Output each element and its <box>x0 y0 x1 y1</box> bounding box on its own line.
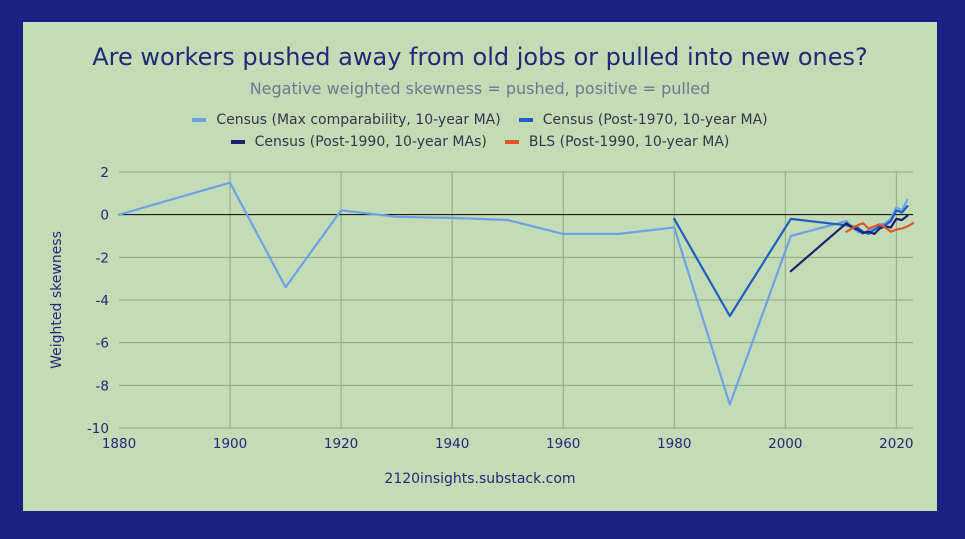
series-line-bls <box>845 222 915 233</box>
series-line-census-max <box>117 181 909 406</box>
legend-label-census-post1990: Census (Post-1990, 10-year MAs) <box>254 134 487 150</box>
y-tick-label: -10 <box>87 421 109 437</box>
source-footer: 2120insights.substack.com <box>384 471 576 487</box>
x-tick-label: 1940 <box>435 436 469 452</box>
y-tick-label: -4 <box>96 293 109 309</box>
x-tick-label: 1900 <box>213 436 247 452</box>
legend-label-census-max: Census (Max comparability, 10-year MA) <box>216 112 501 128</box>
legend: Census (Max comparability, 10-year MA) C… <box>23 112 937 150</box>
y-tick-label: -8 <box>96 378 109 394</box>
legend-swatch-bls <box>504 140 519 144</box>
legend-entry-census-post1990: Census (Post-1990, 10-year MAs) <box>230 134 487 150</box>
legend-entry-census-max: Census (Max comparability, 10-year MA) <box>192 112 501 128</box>
y-axis-title: Weighted skewness <box>49 231 65 369</box>
x-tick-label: 2000 <box>768 436 802 452</box>
y-tick-label: 2 <box>100 165 109 181</box>
chart-panel: Are workers pushed away from old jobs or… <box>23 22 937 511</box>
legend-label-census-post1970: Census (Post-1970, 10-year MA) <box>542 112 768 128</box>
x-tick-label: 2020 <box>879 436 913 452</box>
legend-label-bls: BLS (Post-1990, 10-year MA) <box>528 134 730 150</box>
series-line-census-post1990 <box>789 214 909 273</box>
y-tick-label: 0 <box>100 208 109 224</box>
legend-swatch-census-max <box>192 118 207 122</box>
x-tick-label: 1960 <box>546 436 580 452</box>
y-tick-label: -6 <box>96 336 109 352</box>
legend-entry-bls: BLS (Post-1990, 10-year MA) <box>504 134 730 150</box>
x-tick-label: 1920 <box>324 436 358 452</box>
chart-title: Are workers pushed away from old jobs or… <box>92 43 868 71</box>
legend-swatch-census-post1990 <box>230 140 245 144</box>
x-tick-label: 1880 <box>102 436 136 452</box>
y-tick-label: -2 <box>96 250 109 266</box>
x-tick-label: 1980 <box>657 436 691 452</box>
chart-subtitle: Negative weighted skewness = pushed, pos… <box>249 79 711 98</box>
legend-entry-census-post1970: Census (Post-1970, 10-year MA) <box>518 112 768 128</box>
legend-swatch-census-post1970 <box>518 118 533 122</box>
